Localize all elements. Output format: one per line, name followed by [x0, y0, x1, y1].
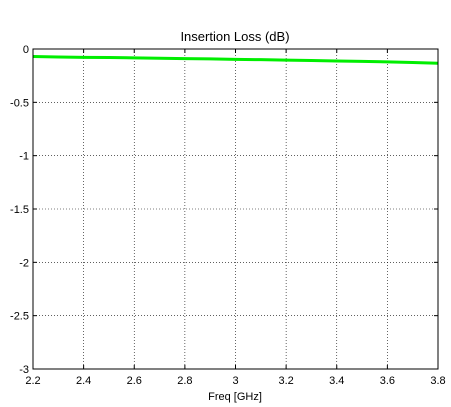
- x-tick-label: 3.8: [430, 375, 445, 387]
- y-tick-label: -1.5: [10, 204, 29, 216]
- x-tick-label: 2.4: [76, 375, 91, 387]
- y-tick-label: -1: [19, 151, 29, 163]
- ticks: 2.2 2.4 2.6 2.8 3 3.2 3.4 3.6 3.8 0 -0.5 -1 -1.5 -2 -2…: [10, 44, 446, 387]
- x-tick-label: 3: [232, 375, 238, 387]
- y-tick-label: -2: [19, 257, 29, 269]
- x-tick-label: 2.8: [177, 375, 192, 387]
- grid: [33, 49, 438, 369]
- y-tick-label: -3: [19, 364, 29, 376]
- x-tick-label: 3.4: [329, 375, 344, 387]
- x-axis-label: Freq [GHz]: [208, 391, 262, 403]
- y-tick-label: 0: [23, 44, 29, 56]
- x-tick-label: 2.2: [25, 375, 40, 387]
- x-tick-label: 3.6: [380, 375, 395, 387]
- series-layer: [32, 54, 439, 65]
- chart-title: Insertion Loss (dB): [180, 29, 289, 44]
- x-tick-label: 2.6: [127, 375, 142, 387]
- y-tick-label: -2.5: [10, 311, 29, 323]
- x-tick-label: 3.2: [278, 375, 293, 387]
- y-tick-label: -0.5: [10, 97, 29, 109]
